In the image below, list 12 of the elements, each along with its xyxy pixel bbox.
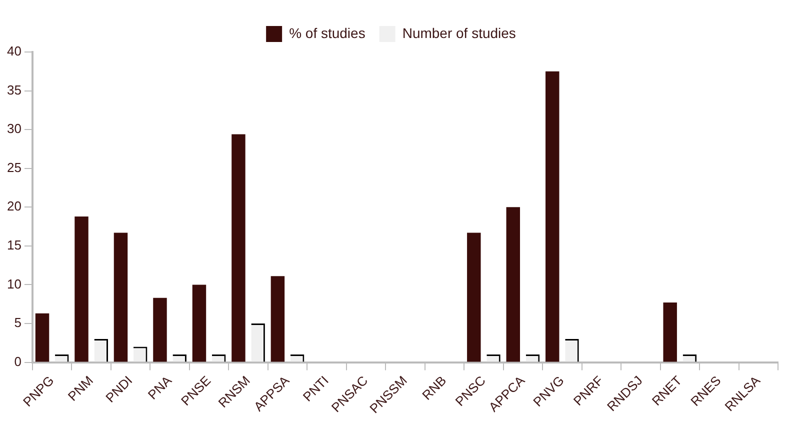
y-tick-label: 0 xyxy=(14,354,22,369)
y-tick-label: 30 xyxy=(6,121,22,136)
y-tick-label: 15 xyxy=(6,238,22,253)
y-tick-label: 35 xyxy=(6,82,22,98)
legend-label: Number of studies xyxy=(402,24,516,41)
x-tick-label: PNA xyxy=(144,372,175,402)
y-tick-label: 5 xyxy=(14,315,22,330)
y-tick-label: 25 xyxy=(6,160,22,175)
y-tick-label: 20 xyxy=(6,198,22,214)
y-tick-label: 10 xyxy=(6,276,22,292)
legend-label: % of studies xyxy=(289,24,366,41)
y-tick-label: 40 xyxy=(6,44,22,59)
